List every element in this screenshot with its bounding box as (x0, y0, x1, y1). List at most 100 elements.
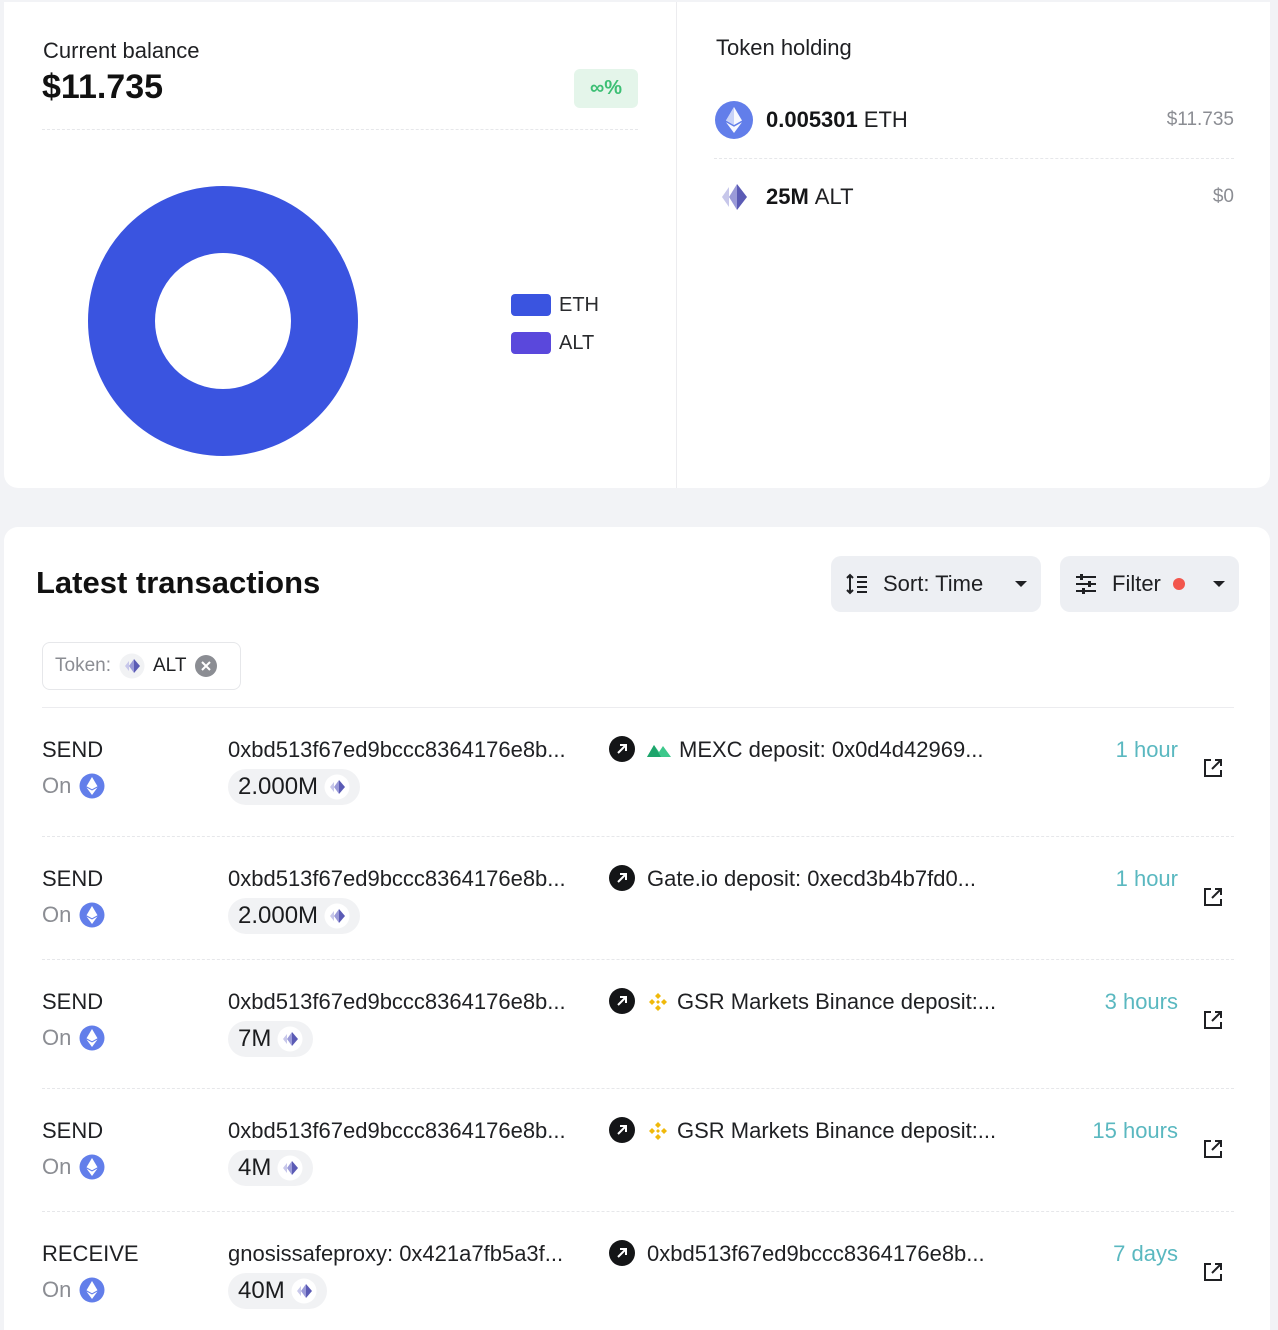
tx-to-address[interactable]: GSR Markets Binance deposit:... (647, 1118, 996, 1144)
holding-row-alt[interactable]: 25M ALT $0 (714, 177, 1234, 217)
tx-chain: On (42, 1154, 105, 1180)
external-link-icon[interactable] (1202, 757, 1224, 779)
alt-icon (324, 774, 350, 800)
external-link-icon[interactable] (1202, 1261, 1224, 1283)
eth-icon (79, 1025, 105, 1051)
arrow-up-right-icon (609, 865, 635, 891)
holding-row-eth[interactable]: 0.005301 ETH $11.735 (714, 100, 1234, 140)
tx-amount-pill: 2.000M (228, 898, 361, 934)
tx-to-address[interactable]: Gate.io deposit: 0xecd3b4b7fd0... (647, 866, 976, 892)
arrow-up-right-icon (609, 736, 635, 762)
tx-time[interactable]: 7 days (1113, 1241, 1178, 1266)
external-link-icon[interactable] (1202, 1009, 1224, 1031)
tx-amount-pill: 4M (228, 1150, 314, 1186)
row-divider (42, 1088, 1234, 1089)
holding-divider (714, 158, 1234, 159)
eth-icon (714, 100, 754, 140)
row-divider (42, 836, 1234, 837)
tx-amount-pill: 40M (228, 1273, 327, 1309)
tx-from-address[interactable]: 0xbd513f67ed9bccc8364176e8b... (228, 1118, 566, 1143)
tx-from-address[interactable]: 0xbd513f67ed9bccc8364176e8b... (228, 989, 566, 1014)
tx-type: SEND (42, 866, 104, 891)
alt-icon (291, 1278, 317, 1304)
tx-to-address[interactable]: MEXC deposit: 0x0d4d42969... (647, 737, 984, 763)
tx-to-label: Gate.io deposit: 0xecd3b4b7fd0... (647, 866, 977, 891)
legend-swatch-alt (511, 332, 551, 354)
binance-icon (647, 991, 669, 1013)
transactions-title: Latest transactions (36, 565, 321, 600)
tx-on-label: On (42, 773, 72, 798)
tx-chain: On (42, 1025, 105, 1051)
holding-usd-value: $0 (1212, 186, 1234, 207)
tx-on-label: On (42, 902, 72, 927)
tx-to-label: 0xbd513f67ed9bccc8364176e8b... (647, 1241, 985, 1266)
external-link-icon[interactable] (1202, 886, 1224, 908)
tx-to-address[interactable]: GSR Markets Binance deposit:... (647, 989, 996, 1015)
alt-icon (277, 1155, 303, 1181)
alt-icon (277, 1026, 303, 1052)
holding-usd-value: $11.735 (1166, 109, 1234, 130)
tx-chain: On (42, 773, 105, 799)
tx-type: SEND (42, 737, 104, 762)
tx-time[interactable]: 15 hours (1092, 1118, 1178, 1143)
tx-time[interactable]: 1 hour (1115, 866, 1178, 891)
balance-value: $11.735 (42, 68, 164, 106)
tx-time[interactable]: 3 hours (1104, 989, 1178, 1014)
filter-button[interactable]: Filter (1060, 556, 1239, 612)
token-filter-chip[interactable]: Token: ALT (42, 642, 241, 690)
tx-from-address[interactable]: 0xbd513f67ed9bccc8364176e8b... (228, 866, 566, 891)
tx-chain: On (42, 902, 105, 928)
filter-sliders-icon (1074, 573, 1098, 595)
tx-type: SEND (42, 989, 104, 1014)
legend-swatch-eth (511, 294, 551, 316)
tx-from-address[interactable]: 0xbd513f67ed9bccc8364176e8b... (228, 737, 566, 762)
tx-amount-pill: 2.000M (228, 769, 361, 805)
legend-item-eth[interactable]: ETH (511, 286, 599, 324)
tx-from-address[interactable]: gnosissafeproxy: 0x421a7fb5a3f... (228, 1241, 564, 1266)
donut-slice-eth[interactable] (88, 186, 358, 456)
legend-label-alt: ALT (559, 331, 595, 354)
alt-icon (324, 903, 350, 929)
tx-type: RECEIVE (42, 1241, 139, 1266)
sort-button[interactable]: Sort: Time (831, 556, 1041, 612)
eth-icon (79, 1154, 105, 1180)
close-icon[interactable] (194, 654, 218, 678)
tx-amount: 40M (238, 1277, 285, 1304)
external-link-icon[interactable] (1202, 1138, 1224, 1160)
transaction-row[interactable]: SEND On 0xbd513f67ed9bccc8364176e8b... Gate… (4, 836, 1270, 961)
alt-icon (119, 653, 145, 679)
arrow-up-right-icon (609, 1240, 635, 1266)
balance-label: Current balance (43, 38, 200, 63)
tx-amount-pill: 7M (228, 1021, 314, 1057)
tx-to-label: MEXC deposit: 0x0d4d42969... (679, 737, 984, 762)
transaction-row[interactable]: SEND On 0xbd513f67ed9bccc8364176e8b... GSR … (4, 1088, 1270, 1213)
portfolio-card: Current balance $11.735 ∞% ETH ALT Token… (4, 2, 1270, 488)
transaction-row[interactable]: SEND On 0xbd513f67ed9bccc8364176e8b... MEXC… (4, 707, 1270, 832)
tx-on-label: On (42, 1025, 72, 1050)
chevron-down-icon (1213, 581, 1225, 587)
filter-active-indicator (1172, 578, 1185, 590)
mexc-icon (647, 741, 671, 759)
chip-value: ALT (152, 655, 187, 676)
eth-icon (79, 773, 105, 799)
holding-amount: 25M (766, 184, 809, 209)
tx-amount: 2.000M (238, 773, 319, 800)
holding-amount: 0.005301 (766, 107, 858, 132)
tx-to-label: GSR Markets Binance deposit:... (677, 1118, 997, 1143)
tx-time[interactable]: 1 hour (1115, 737, 1178, 762)
tx-on-label: On (42, 1154, 72, 1179)
chip-label: Token: (55, 655, 111, 676)
legend-item-alt[interactable]: ALT (511, 324, 599, 362)
transactions-card: Latest transactions Sort: Time Filter To… (4, 527, 1270, 1330)
transaction-row[interactable]: RECEIVE On gnosissafeproxy: 0x421a7fb5a3f.… (4, 1211, 1270, 1330)
holding-symbol: ETH (863, 107, 908, 132)
chevron-down-icon (1015, 581, 1027, 587)
transaction-row[interactable]: SEND On 0xbd513f67ed9bccc8364176e8b... GSR … (4, 959, 1270, 1084)
eth-icon (79, 902, 105, 928)
eth-icon (79, 1277, 105, 1303)
allocation-donut-chart (88, 186, 358, 456)
tx-to-address[interactable]: 0xbd513f67ed9bccc8364176e8b... (647, 1241, 985, 1267)
filter-label: Filter (1112, 571, 1161, 596)
sort-label: Sort: Time (883, 571, 984, 596)
transactions-divider (42, 707, 1234, 708)
